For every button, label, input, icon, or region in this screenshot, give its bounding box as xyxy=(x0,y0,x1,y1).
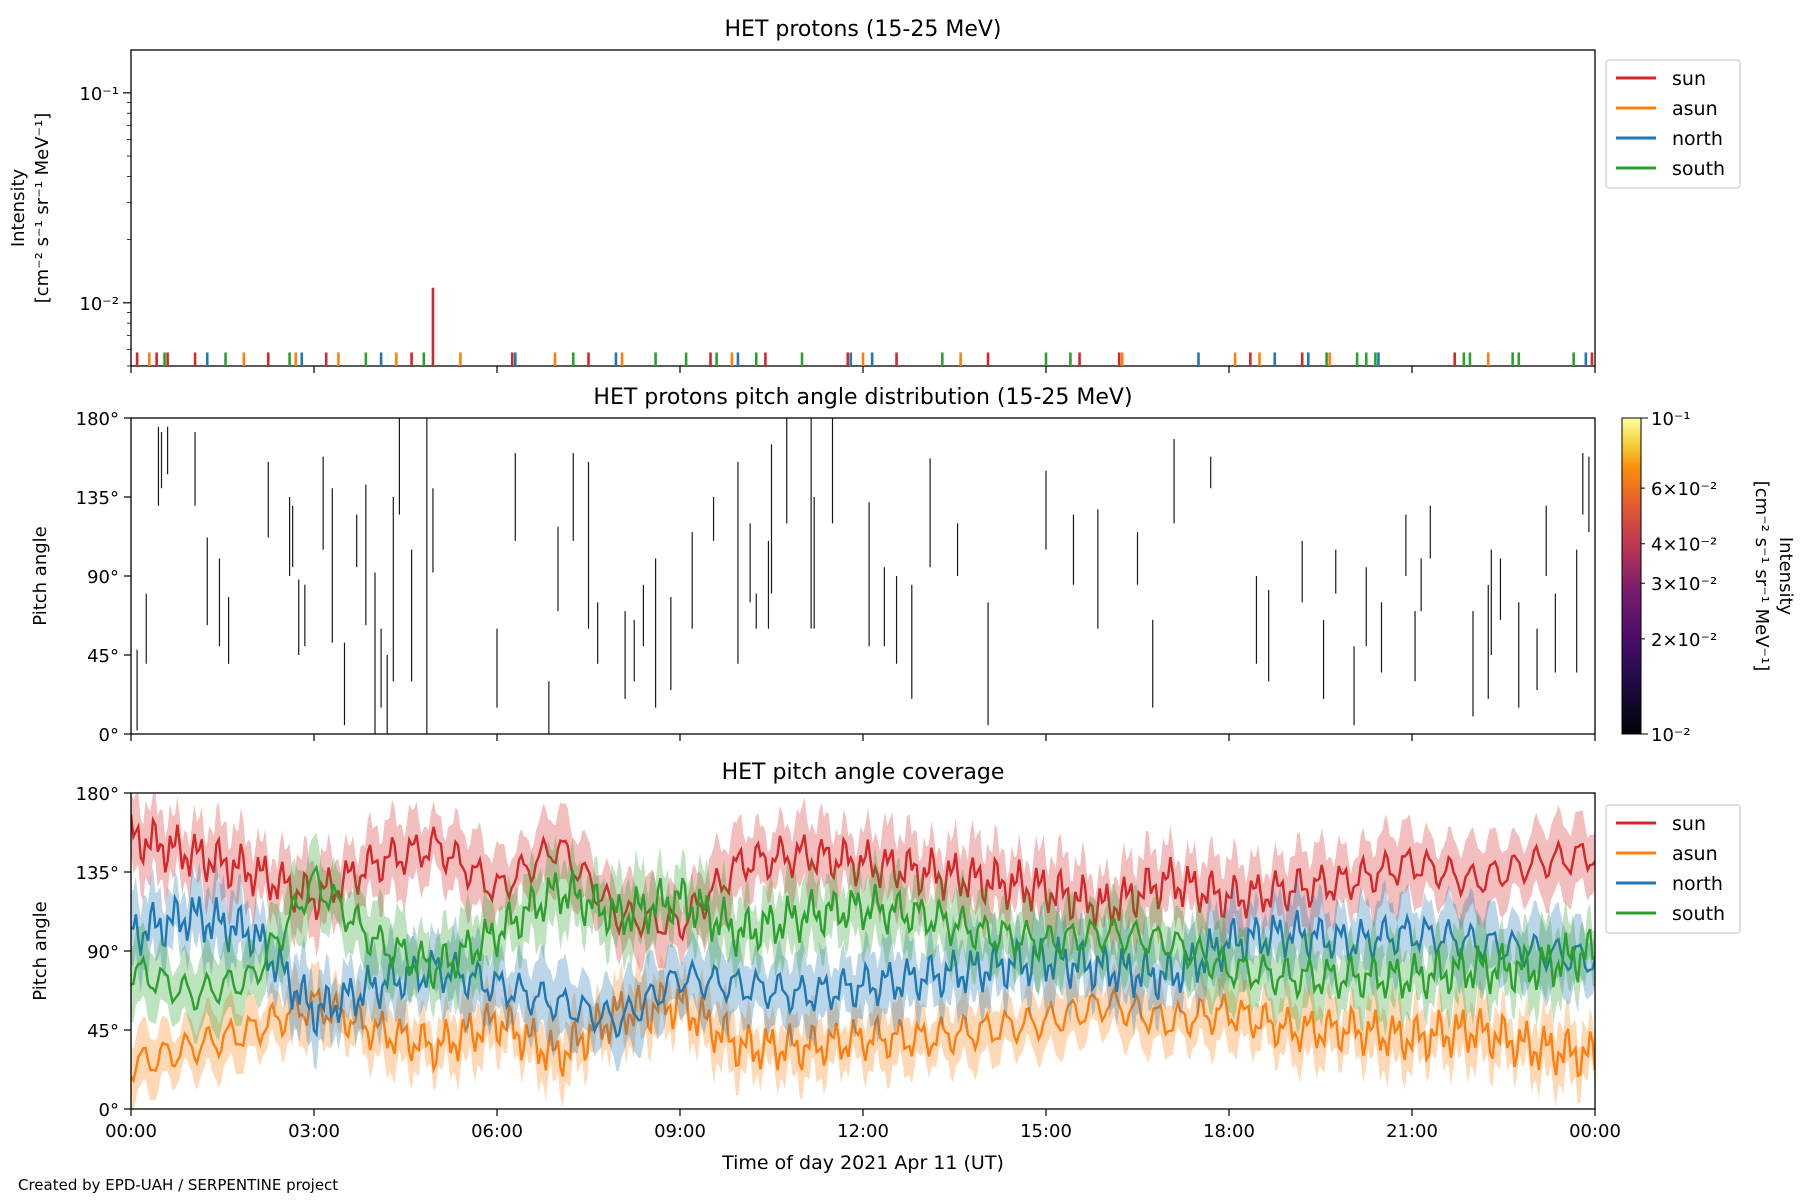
x-axis-label: Time of day 2021 Apr 11 (UT) xyxy=(721,1152,1004,1174)
panel3-title: HET pitch angle coverage xyxy=(722,760,1005,785)
panel1-x-ticks xyxy=(130,366,1596,373)
line-sun xyxy=(131,814,1595,942)
panel1-title: HET protons (15-25 MeV) xyxy=(725,17,1002,42)
colorbar-tick-label: 4×10⁻² xyxy=(1651,535,1717,556)
x-tick-label: 18:00 xyxy=(1203,1121,1255,1142)
footer-credit: Created by EPD-UAH / SERPENTINE project xyxy=(18,1176,338,1194)
colorbar-tick-label: 3×10⁻² xyxy=(1651,574,1717,595)
panel1-ylabel-line1: Intensity xyxy=(8,168,29,247)
legend-label-north: north xyxy=(1672,128,1723,150)
legend-label-north: north xyxy=(1672,873,1723,895)
y-tick-label: 10⁻¹ xyxy=(79,84,119,105)
legend-box xyxy=(1605,804,1741,934)
colorbar-tick-label: 6×10⁻² xyxy=(1651,479,1717,500)
colorbar-ticks: 10⁻² 2×10⁻² 3×10⁻² 4×10⁻² 6×10⁻² 10⁻¹ xyxy=(1641,409,1717,746)
colorbar-label-line1: Intensity xyxy=(1775,537,1796,616)
panel3-legend: sun asun north south xyxy=(1605,804,1741,934)
y-tick-label: 45° xyxy=(87,1021,119,1042)
x-tick-label: 00:00 xyxy=(1569,1121,1621,1142)
panel2-ylabel: Pitch angle xyxy=(30,526,51,625)
panel2-title: HET protons pitch angle distribution (15… xyxy=(593,385,1132,410)
panel-intensity: HET protons (15-25 MeV) Intensity [cm⁻² … xyxy=(8,17,1741,373)
band-north xyxy=(131,859,1595,1072)
panel1-y-axis: 10⁻² 10⁻¹ xyxy=(79,84,131,367)
y-tick-label: 0° xyxy=(99,1100,119,1121)
y-tick-label: 180° xyxy=(76,784,119,805)
x-tick-label: 12:00 xyxy=(837,1121,889,1142)
line-south xyxy=(131,864,1595,1011)
panel1-series xyxy=(135,287,1594,366)
panel2-heatmap-cells xyxy=(136,418,1590,734)
x-tick-label: 21:00 xyxy=(1386,1121,1438,1142)
legend-label-sun: sun xyxy=(1672,813,1706,835)
panel1-frame xyxy=(130,49,1596,367)
legend-label-south: south xyxy=(1672,158,1725,180)
legend-label-asun: asun xyxy=(1672,843,1718,865)
x-tick-labels: 00:00 03:00 06:00 09:00 12:00 15:00 18:00 21:00… xyxy=(105,1121,1621,1142)
panel1-ylabel-line2: [cm⁻² s⁻¹ sr⁻¹ MeV⁻¹] xyxy=(32,113,53,304)
line-north xyxy=(131,893,1595,1039)
panel3-y-axis: 0° 45° 90° 135° 180° xyxy=(76,784,131,1121)
colorbar-tick-label: 10⁻² xyxy=(1651,725,1691,746)
y-tick-label: 0° xyxy=(99,725,119,746)
legend-box xyxy=(1605,59,1741,189)
colorbar-tick-label: 10⁻¹ xyxy=(1651,409,1691,430)
x-tick-label: 06:00 xyxy=(471,1121,523,1142)
y-tick-label: 180° xyxy=(76,409,119,430)
colorbar-tick-label: 2×10⁻² xyxy=(1651,630,1717,651)
x-tick-label: 00:00 xyxy=(105,1121,157,1142)
colorbar-label-line2: [cm⁻² s⁻¹ sr⁻¹ MeV⁻¹] xyxy=(1751,481,1772,672)
y-tick-label: 90° xyxy=(87,567,119,588)
legend-label-asun: asun xyxy=(1672,98,1718,120)
panel3-series xyxy=(131,793,1595,1109)
colorbar-gradient xyxy=(1621,417,1642,735)
y-tick-label: 10⁻² xyxy=(79,294,119,315)
panel-pad: HET protons pitch angle distribution (15… xyxy=(30,385,1796,746)
x-tick-label: 15:00 xyxy=(1020,1121,1072,1142)
x-tick-label: 03:00 xyxy=(288,1121,340,1142)
panel-coverage: HET pitch angle coverage Pitch angle 0° 4… xyxy=(30,760,1741,1174)
panel2-frame xyxy=(130,417,1596,735)
panel3-ylabel: Pitch angle xyxy=(30,901,51,1000)
legend-label-south: south xyxy=(1672,903,1725,925)
x-tick-label: 09:00 xyxy=(654,1121,706,1142)
y-tick-label: 135° xyxy=(76,863,119,884)
panel2-y-axis: 0° 45° 90° 135° 180° xyxy=(76,409,131,746)
colorbar: 10⁻² 2×10⁻² 3×10⁻² 4×10⁻² 6×10⁻² 10⁻¹ Intensi… xyxy=(1621,409,1796,746)
y-tick-label: 90° xyxy=(87,942,119,963)
panel3-x-ticks xyxy=(130,1109,1596,1116)
band-south xyxy=(131,832,1595,1044)
panel1-legend: sun asun north south xyxy=(1605,59,1741,189)
line-asun xyxy=(131,980,1595,1084)
band-asun xyxy=(131,953,1595,1109)
y-tick-label: 45° xyxy=(87,646,119,667)
y-tick-label: 135° xyxy=(76,488,119,509)
legend-label-sun: sun xyxy=(1672,68,1706,90)
band-sun xyxy=(131,793,1595,974)
panel2-x-ticks xyxy=(130,734,1596,741)
